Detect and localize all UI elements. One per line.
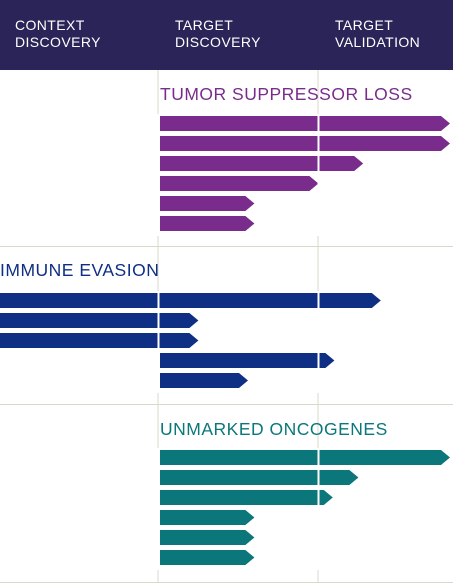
pipeline-chart-svg bbox=[0, 70, 453, 583]
pipeline-bar bbox=[0, 333, 199, 348]
column-header-line: CONTEXT bbox=[15, 17, 85, 33]
column-header-line: TARGET bbox=[335, 17, 394, 33]
pipeline-bar bbox=[160, 353, 335, 368]
pipeline-bar bbox=[160, 196, 255, 211]
group-title-immune-evasion: IMMUNE EVASION bbox=[0, 260, 160, 280]
pipeline-bar bbox=[160, 116, 450, 131]
pipeline-bar bbox=[0, 313, 199, 328]
column-header-target-discovery: TARGET DISCOVERY bbox=[175, 17, 261, 51]
column-header-line: DISCOVERY bbox=[15, 34, 101, 50]
group-title-unmarked-oncogenes: UNMARKED ONCOGENES bbox=[160, 419, 388, 439]
pipeline-bar bbox=[160, 176, 319, 191]
pipeline-bar bbox=[160, 156, 364, 171]
column-header-context-discovery: CONTEXT DISCOVERY bbox=[15, 17, 101, 51]
pipeline-bar bbox=[160, 470, 359, 485]
pipeline-bar bbox=[160, 510, 255, 525]
pipeline-chart: TUMOR SUPPRESSOR LOSS IMMUNE EVASION UNM… bbox=[0, 70, 453, 583]
column-header-line: DISCOVERY bbox=[175, 34, 261, 50]
pipeline-bar bbox=[160, 450, 450, 465]
pipeline-bar bbox=[0, 293, 381, 308]
pipeline-bar bbox=[160, 550, 255, 565]
pipeline-bar bbox=[160, 136, 450, 151]
pipeline-bar bbox=[160, 530, 255, 545]
column-header-target-validation: TARGET VALIDATION bbox=[335, 17, 420, 51]
pipeline-bar bbox=[160, 490, 333, 505]
pipeline-bar bbox=[160, 216, 255, 231]
column-header-line: TARGET bbox=[175, 17, 234, 33]
stage-header: CONTEXT DISCOVERY TARGET DISCOVERY TARGE… bbox=[0, 0, 453, 70]
group-title-tumor-suppressor-loss: TUMOR SUPPRESSOR LOSS bbox=[160, 84, 413, 104]
pipeline-bar bbox=[160, 373, 248, 388]
column-header-line: VALIDATION bbox=[335, 34, 421, 50]
